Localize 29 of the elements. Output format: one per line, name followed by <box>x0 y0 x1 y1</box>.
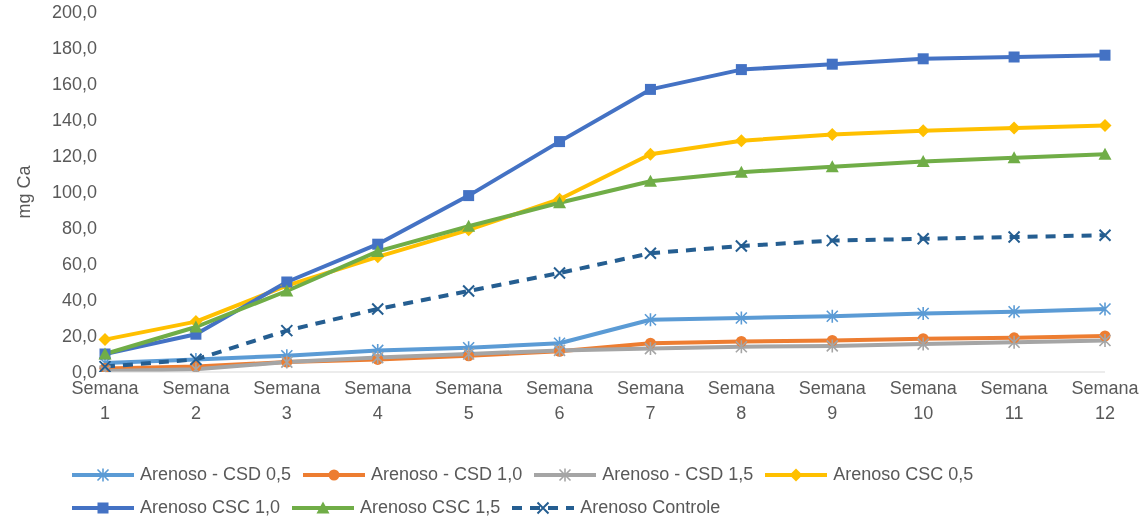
y-tick-label: 140,0 <box>51 110 97 131</box>
x-tick-label: Semana 5 <box>435 378 504 423</box>
y-tick-label: 160,0 <box>51 74 97 95</box>
y-axis-title: mg Ca <box>14 164 35 219</box>
x-tick-label: Semana 12 <box>1071 378 1140 423</box>
x-tick-label: Semana 4 <box>344 378 413 423</box>
y-tick-label: 200,0 <box>51 2 97 23</box>
legend-label: Arenoso - CSD 0,5 <box>140 464 292 485</box>
y-tick-label: 20,0 <box>61 326 97 347</box>
x-tick-label: Semana 3 <box>253 378 322 423</box>
y-tick-label: 120,0 <box>51 146 97 167</box>
y-tick-label: 80,0 <box>61 218 97 239</box>
x-tick-label: Semana 7 <box>616 378 685 423</box>
x-tick-label: Semana 9 <box>798 378 867 423</box>
x-tick-label: Semana 11 <box>980 378 1049 423</box>
y-tick-label: 40,0 <box>61 290 97 311</box>
x-tick-label: Semana 2 <box>162 378 231 423</box>
y-tick-label: 180,0 <box>51 38 97 59</box>
legend-label: Arenoso Controle <box>580 497 721 518</box>
legend-label: Arenoso - CSD 1,5 <box>602 464 754 485</box>
legend-label: Arenoso CSC 0,5 <box>833 464 974 485</box>
x-tick-label: Semana 8 <box>707 378 776 423</box>
y-tick-label: 60,0 <box>61 254 97 275</box>
x-tick-label: Semana 10 <box>889 378 958 423</box>
legend-label: Arenoso CSC 1,0 <box>140 497 281 518</box>
legend-label: Arenoso - CSD 1,0 <box>371 464 523 485</box>
x-tick-label: Semana 6 <box>526 378 595 423</box>
y-tick-label: 100,0 <box>51 182 97 203</box>
legend-label: Arenoso CSC 1,5 <box>360 497 501 518</box>
